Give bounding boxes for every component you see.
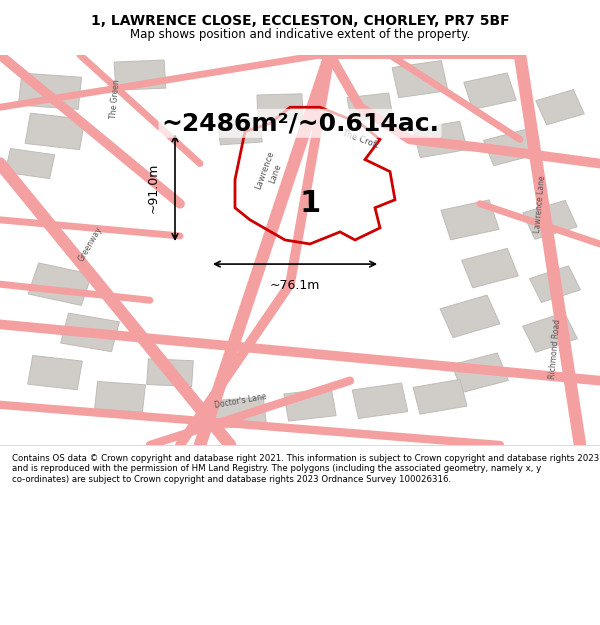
Text: Richmond Road: Richmond Road	[548, 318, 562, 379]
Text: The Croft: The Croft	[340, 129, 380, 150]
Text: Map shows position and indicative extent of the property.: Map shows position and indicative extent…	[130, 28, 470, 41]
Polygon shape	[19, 73, 82, 109]
Text: 1: 1	[299, 189, 320, 218]
Text: Lawrence Lane: Lawrence Lane	[533, 175, 547, 232]
Polygon shape	[530, 266, 580, 302]
Polygon shape	[5, 149, 55, 179]
Polygon shape	[214, 397, 266, 429]
Polygon shape	[523, 201, 577, 239]
Text: ~91.0m: ~91.0m	[147, 162, 160, 213]
Polygon shape	[536, 89, 584, 125]
Polygon shape	[114, 60, 166, 90]
Polygon shape	[28, 263, 92, 306]
Polygon shape	[61, 313, 119, 352]
Polygon shape	[413, 379, 467, 414]
Text: ~76.1m: ~76.1m	[270, 279, 320, 291]
Polygon shape	[218, 118, 262, 145]
Polygon shape	[441, 200, 499, 240]
Polygon shape	[28, 356, 82, 390]
Polygon shape	[352, 383, 408, 419]
Polygon shape	[347, 93, 393, 122]
Polygon shape	[464, 73, 516, 109]
Polygon shape	[484, 129, 536, 166]
Text: Doctor's Lane: Doctor's Lane	[214, 392, 266, 410]
Text: Greenway: Greenway	[76, 225, 104, 263]
Polygon shape	[257, 94, 303, 121]
Polygon shape	[25, 113, 85, 149]
Polygon shape	[392, 61, 448, 98]
Polygon shape	[95, 381, 145, 412]
Polygon shape	[523, 312, 577, 352]
Text: Contains OS data © Crown copyright and database right 2021. This information is : Contains OS data © Crown copyright and d…	[12, 454, 599, 484]
Polygon shape	[461, 248, 518, 288]
Polygon shape	[284, 389, 336, 421]
Text: The Green: The Green	[109, 79, 121, 119]
Polygon shape	[413, 121, 467, 158]
Text: ~2486m²/~0.614ac.: ~2486m²/~0.614ac.	[161, 111, 439, 136]
Text: 1, LAWRENCE CLOSE, ECCLESTON, CHORLEY, PR7 5BF: 1, LAWRENCE CLOSE, ECCLESTON, CHORLEY, P…	[91, 14, 509, 28]
Polygon shape	[146, 359, 193, 386]
Polygon shape	[440, 295, 500, 338]
Text: Lawrence
Lane: Lawrence Lane	[254, 149, 286, 194]
Polygon shape	[452, 353, 508, 392]
